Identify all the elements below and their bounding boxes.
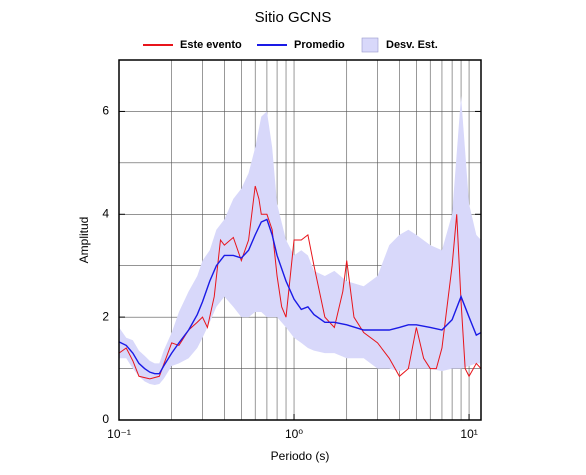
x-tick-label: 10⁰ [285,427,303,441]
y-axis-label: Amplitud [77,217,91,264]
std-band [119,96,481,386]
x-tick-label: 10⁻¹ [107,427,131,441]
legend-label: Promedio [294,39,345,51]
series-line [118,218,482,375]
y-tick-label: 0 [102,412,109,426]
x-axis-label: Periodo (s) [271,449,330,463]
chart-title: Sitio GCNS [255,9,332,26]
legend-label: Este evento [180,39,242,51]
x-tick-label: 10¹ [460,427,477,441]
y-tick-label: 6 [102,104,109,118]
series-line [118,185,482,380]
y-tick-label: 4 [102,206,109,220]
legend-swatch [361,37,379,53]
y-tick-label: 2 [102,309,109,323]
plot-frame [118,59,482,421]
legend-label: Desv. Est. [386,39,438,51]
